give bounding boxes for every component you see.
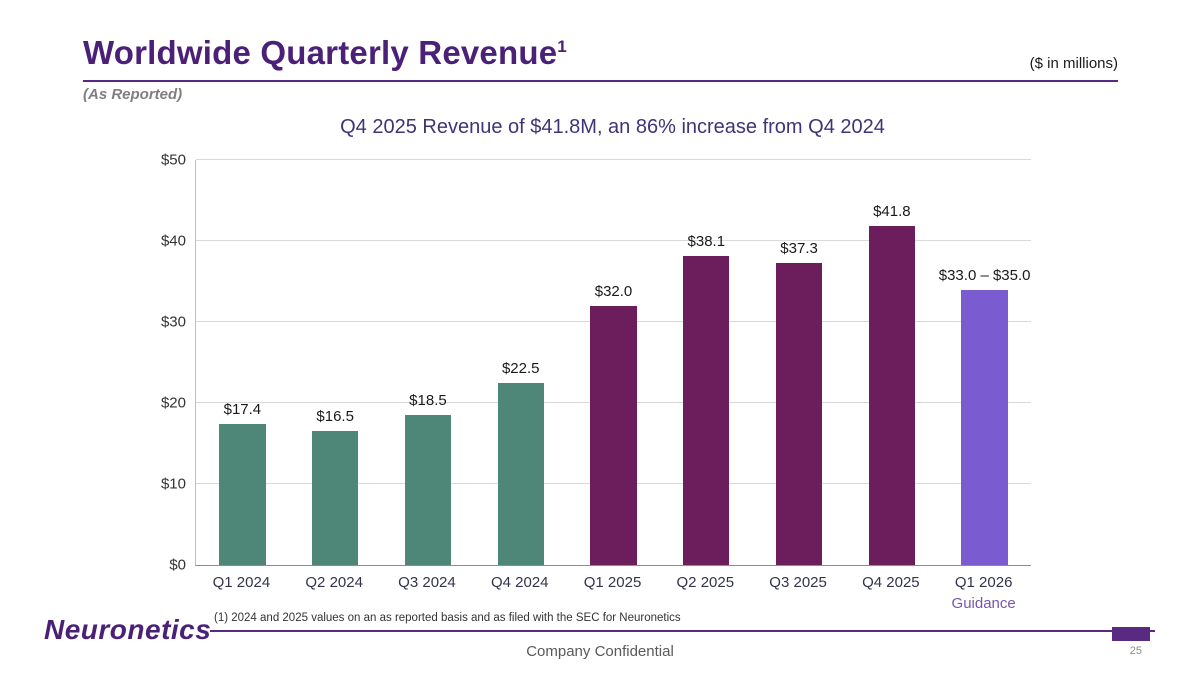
footer-accent-bar — [1112, 627, 1150, 641]
gridline — [196, 159, 1031, 160]
bar-column: $17.4 — [196, 160, 289, 565]
bar — [683, 256, 730, 565]
x-axis-category-label: Q1 2026 Guidance — [937, 572, 1030, 614]
footer-line — [210, 630, 1155, 632]
bar-column: $16.5 — [289, 160, 382, 565]
bar-column: $41.8 — [845, 160, 938, 565]
bar-value-label: $18.5 — [409, 392, 447, 410]
bar-value-label: $38.1 — [687, 233, 726, 251]
x-axis-category-label: Q4 2024 — [490, 574, 549, 591]
bar-column: $32.0 — [567, 160, 660, 565]
bar-column: $37.3 — [753, 160, 846, 565]
x-axis-category-label: Q1 2024 — [212, 574, 271, 591]
bar — [775, 262, 823, 565]
page-title: Worldwide Quarterly Revenue1 — [83, 34, 567, 72]
bar-value-label: $17.4 — [223, 401, 262, 419]
bar-value-label: $22.5 — [501, 359, 540, 377]
bar — [961, 289, 1008, 565]
y-axis-tick-label: $40 — [160, 232, 186, 250]
x-axis-category-label: Q4 2025 — [862, 574, 920, 591]
title-underline — [83, 80, 1118, 82]
x-axis-category-label: Q3 2024 — [398, 574, 456, 591]
bar-value-label: $41.8 — [873, 203, 911, 221]
bar-value-label: $16.5 — [316, 408, 354, 426]
bar-column: $18.5 — [382, 160, 475, 565]
bar — [404, 415, 452, 565]
bar-value-label: $33.0 – $35.0 — [938, 266, 1031, 284]
y-axis-tick-label: $0 — [169, 556, 186, 574]
bar-column: $33.0 – $35.0 — [938, 160, 1031, 565]
bar-value-label: $32.0 — [594, 282, 633, 300]
y-axis-tick-label: $30 — [160, 313, 186, 331]
bar — [311, 431, 359, 565]
as-reported-subtitle: (As Reported) — [83, 86, 183, 103]
footnote: (1) 2024 and 2025 values on an as report… — [214, 612, 681, 624]
chart-title: Q4 2025 Revenue of $41.8M, an 86% increa… — [340, 116, 885, 138]
bar-value-label: $37.3 — [780, 239, 818, 257]
x-axis-category-label: Q2 2024 — [305, 574, 363, 591]
page-number: 25 — [1129, 645, 1142, 657]
page-title-footnote-marker: 1 — [557, 37, 567, 56]
bar — [868, 226, 916, 565]
bar — [497, 382, 544, 565]
confidential-label: Company Confidential — [526, 643, 674, 660]
y-axis-tick-label: $50 — [160, 151, 186, 169]
bar-column: $22.5 — [474, 160, 567, 565]
plot-area: $17.4 $16.5 $18.5 $22.5 $32.0 $38.1 $37.3 $41.8… — [161, 153, 1031, 573]
bar — [219, 424, 266, 565]
bar — [590, 305, 637, 565]
bars-row: $17.4 $16.5 $18.5 $22.5 $32.0 $38.1 $37.3 $41.8… — [196, 160, 1031, 565]
x-axis-sublabel: Guidance — [951, 595, 1016, 612]
units-note: ($ in millions) — [1029, 55, 1118, 72]
bar-column: $38.1 — [660, 160, 753, 565]
page-title-text: Worldwide Quarterly Revenue — [83, 34, 558, 71]
x-labels-row: Q1 2024 Q2 2024 Q3 2024 Q4 2024 Q1 2025 Q2 20… — [195, 572, 1030, 614]
y-axis-tick-label: $10 — [160, 475, 186, 493]
x-axis-category-label: Q2 2025 — [676, 574, 735, 591]
x-axis-category-label: Q3 2025 — [769, 574, 827, 591]
x-axis-category-label: Q1 2025 — [583, 574, 642, 591]
company-logo: Neuronetics — [44, 614, 212, 645]
y-axis-tick-label: $20 — [160, 394, 186, 412]
gridline — [196, 240, 1031, 241]
